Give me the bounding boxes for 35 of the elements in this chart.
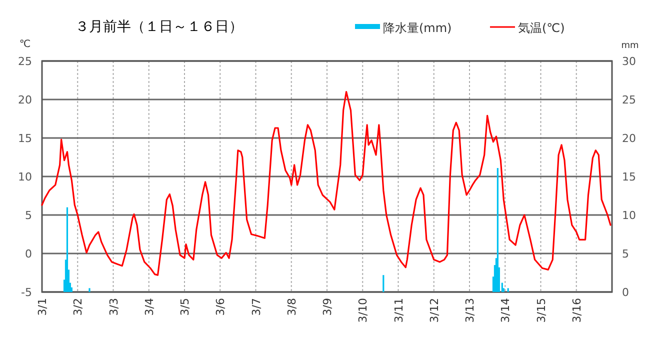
x-tick-label: 3/11 xyxy=(392,298,406,323)
y2-tick-label: 25 xyxy=(622,94,636,106)
y-tick-label: -5 xyxy=(21,286,32,299)
y2-axis-title: mm xyxy=(621,41,639,51)
legend-label: 降水量(mm) xyxy=(383,21,452,35)
y2-tick-label: 0 xyxy=(622,286,629,299)
x-tick-label: 3/16 xyxy=(570,298,584,323)
y-tick-label: 10 xyxy=(18,170,32,184)
x-tick-label: 3/6 xyxy=(214,298,228,316)
x-tick-label: 3/5 xyxy=(178,298,192,316)
y-tick-label: 0 xyxy=(25,248,32,260)
x-tick-label: 3/1 xyxy=(36,298,49,316)
y2-tick-label: 30 xyxy=(622,55,636,68)
x-tick-label: 3/12 xyxy=(428,298,441,323)
y-axis-title: ℃ xyxy=(19,39,31,50)
x-tick-label: 3/14 xyxy=(499,298,512,323)
y-tick-label: 25 xyxy=(18,55,32,68)
legend-label: 気温(℃) xyxy=(518,21,565,35)
y2-tick-label: 15 xyxy=(622,170,636,184)
y2-tick-label: 10 xyxy=(622,209,636,222)
x-tick-label: 3/2 xyxy=(72,298,85,316)
y-tick-label: 5 xyxy=(25,209,32,222)
x-tick-label: 3/13 xyxy=(464,298,476,323)
x-tick-label: 3/9 xyxy=(321,298,334,316)
chart-title: ３月前半（１日～１６日） xyxy=(75,19,243,35)
y2-tick-label: 20 xyxy=(622,132,636,145)
x-tick-label: 3/8 xyxy=(285,298,298,316)
x-tick-label: 3/4 xyxy=(142,298,156,316)
x-tick-label: 3/3 xyxy=(107,298,120,316)
x-tick-label: 3/10 xyxy=(356,298,370,323)
x-tick-label: 3/15 xyxy=(534,298,548,323)
y-tick-label: 15 xyxy=(18,132,32,145)
x-tick-label: 3/7 xyxy=(250,298,263,316)
y-tick-label: 20 xyxy=(18,94,32,106)
y2-tick-label: 5 xyxy=(622,248,629,260)
